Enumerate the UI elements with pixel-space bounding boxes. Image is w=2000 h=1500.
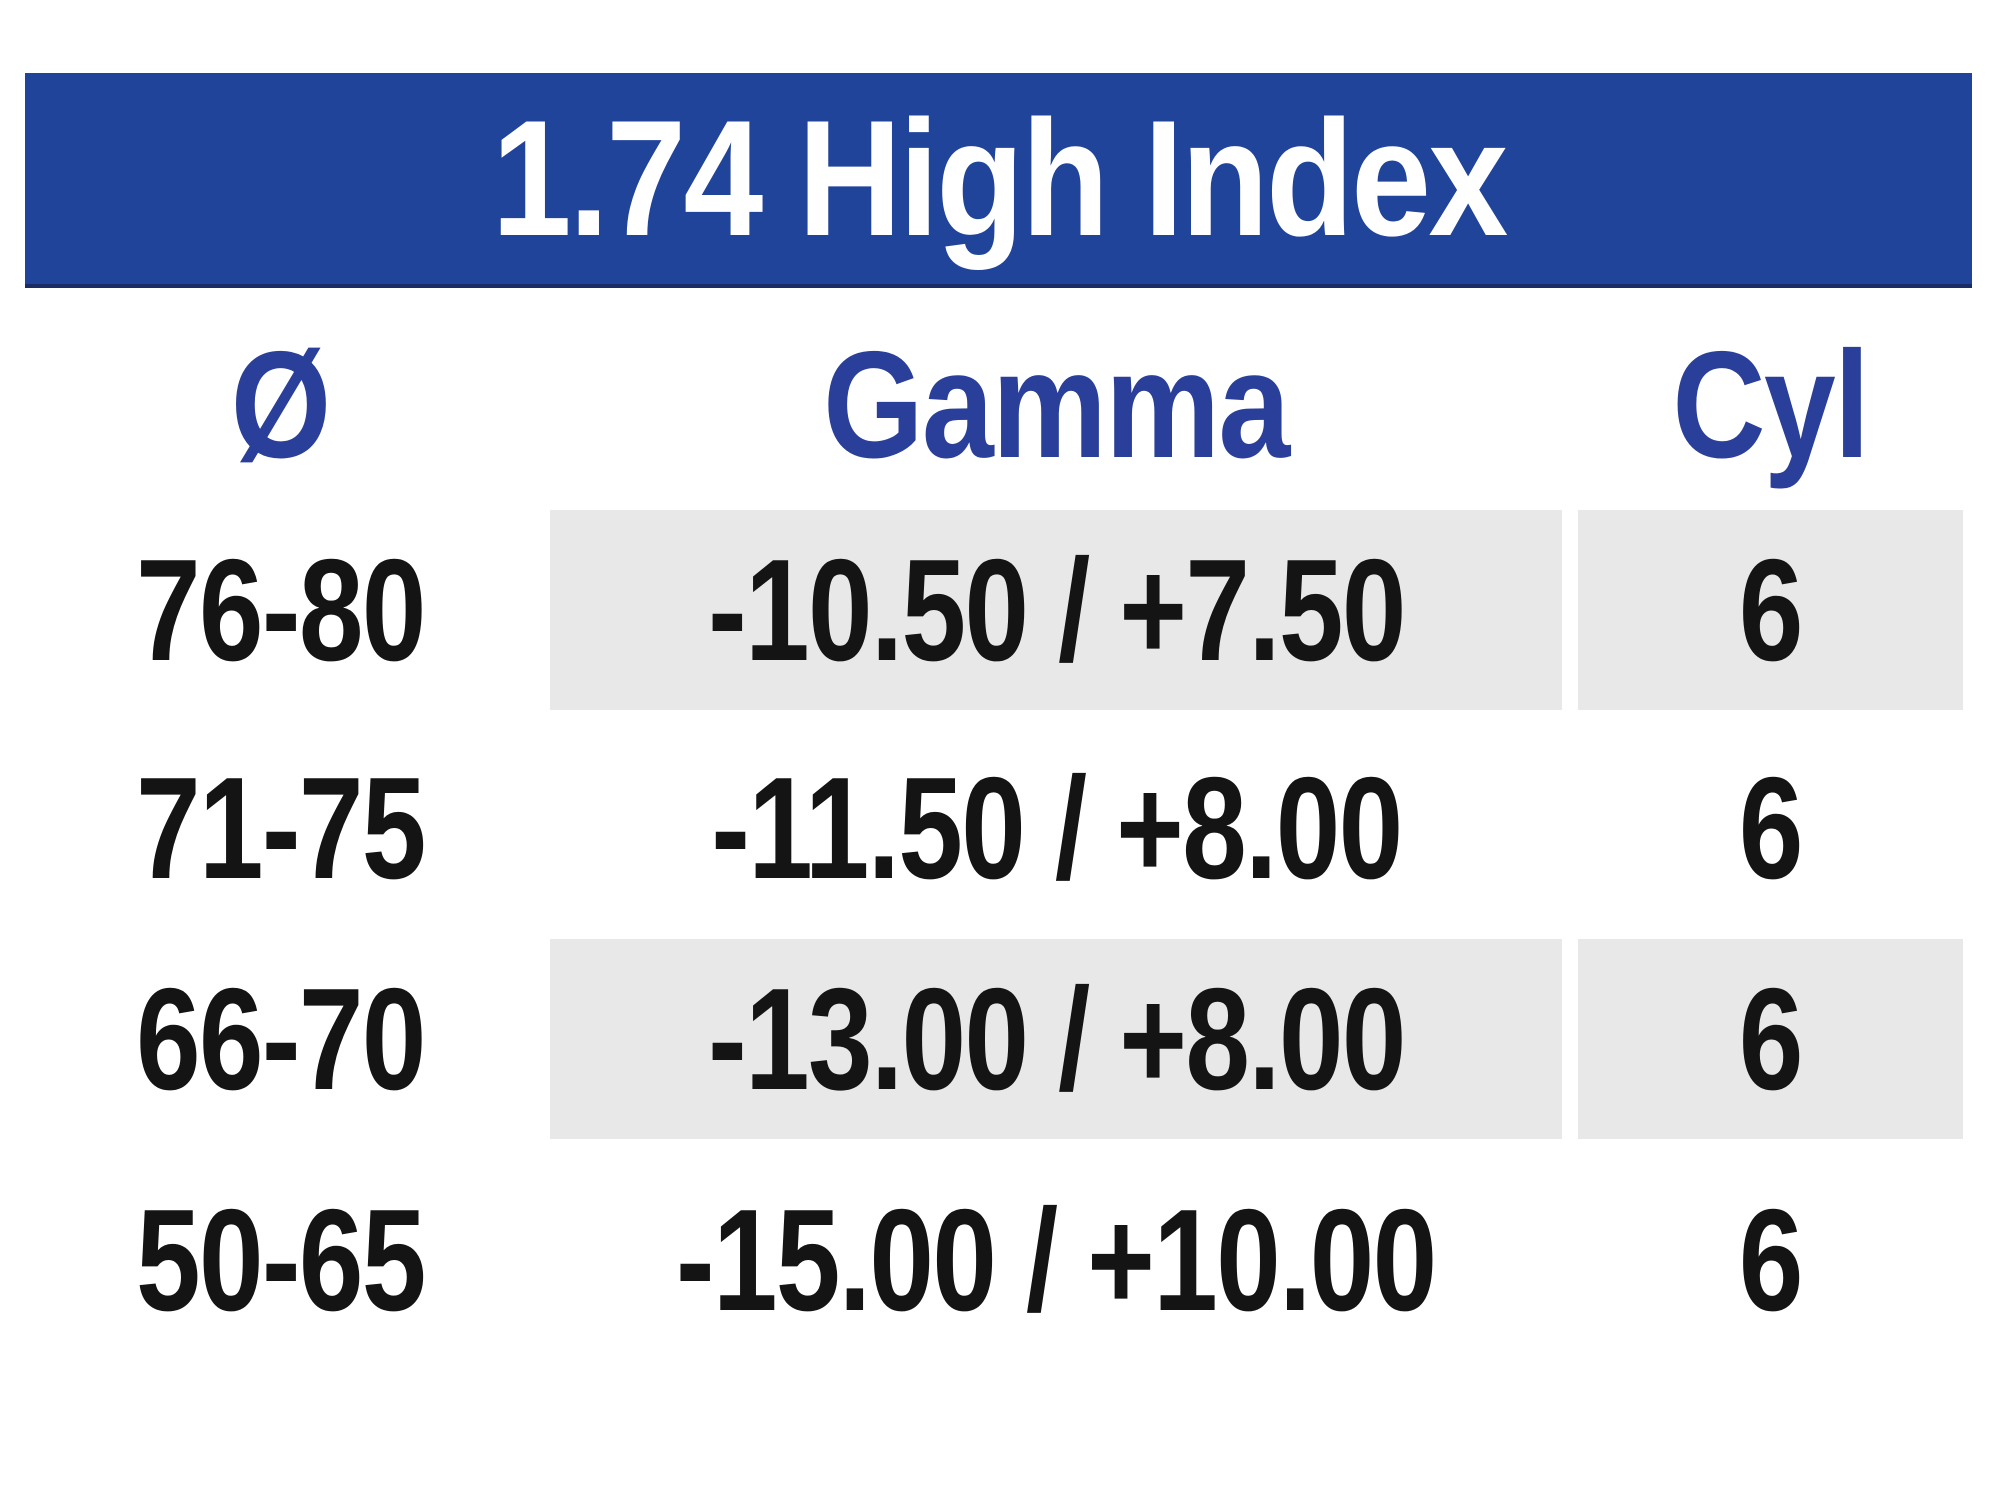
column-header-gamma: Gamma xyxy=(550,305,1562,505)
column-header-diameter-label: Ø xyxy=(230,319,332,490)
gamma-cell: -13.00 / +8.00 xyxy=(550,939,1562,1139)
table-header-row: Ø Gamma Cyl xyxy=(0,305,2000,505)
diameter-cell: 50-65 xyxy=(60,1160,500,1360)
diameter-cell: 76-80 xyxy=(60,510,500,710)
column-header-diameter: Ø xyxy=(60,305,500,505)
table-title: 1.74 High Index xyxy=(491,86,1508,270)
gamma-cell: -10.50 / +7.50 xyxy=(550,510,1562,710)
table-row: 50-65 -15.00 / +10.00 6 xyxy=(0,1160,2000,1360)
gamma-value: -13.00 / +8.00 xyxy=(707,957,1406,1120)
column-header-cyl-label: Cyl xyxy=(1672,319,1871,490)
cyl-value: 6 xyxy=(1739,957,1804,1120)
gamma-value: -11.50 / +8.00 xyxy=(710,746,1403,909)
column-header-gamma-label: Gamma xyxy=(823,319,1290,490)
gamma-cell: -11.50 / +8.00 xyxy=(550,728,1562,928)
cyl-cell: 6 xyxy=(1578,939,1963,1139)
cyl-cell: 6 xyxy=(1578,1160,1963,1360)
cyl-cell: 6 xyxy=(1578,510,1963,710)
diameter-value: 50-65 xyxy=(135,1178,426,1341)
column-header-cyl: Cyl xyxy=(1578,305,1963,505)
cyl-cell: 6 xyxy=(1578,728,1963,928)
diameter-cell: 71-75 xyxy=(60,728,500,928)
gamma-value: -10.50 / +7.50 xyxy=(707,528,1406,691)
table-row: 66-70 -13.00 / +8.00 6 xyxy=(0,939,2000,1139)
diameter-cell: 66-70 xyxy=(60,939,500,1139)
table-title-banner: 1.74 High Index xyxy=(25,73,1972,288)
diameter-value: 71-75 xyxy=(135,746,426,909)
diameter-value: 76-80 xyxy=(135,528,426,691)
gamma-cell: -15.00 / +10.00 xyxy=(550,1160,1562,1360)
diameter-value: 66-70 xyxy=(135,957,426,1120)
cyl-value: 6 xyxy=(1739,746,1804,909)
table-row: 71-75 -11.50 / +8.00 6 xyxy=(0,728,2000,928)
table-row: 76-80 -10.50 / +7.50 6 xyxy=(0,510,2000,710)
gamma-value: -15.00 / +10.00 xyxy=(676,1178,1437,1341)
cyl-value: 6 xyxy=(1739,1178,1804,1341)
cyl-value: 6 xyxy=(1739,528,1804,691)
